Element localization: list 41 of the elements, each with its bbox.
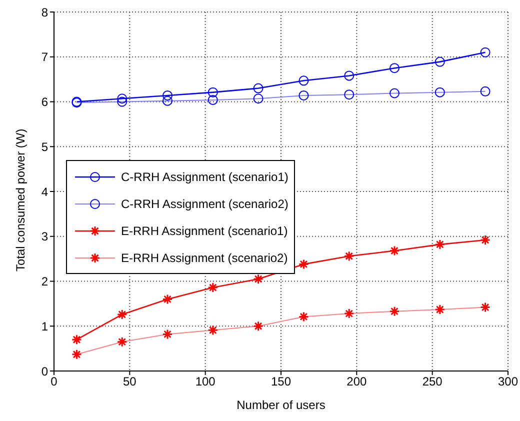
point bbox=[116, 309, 128, 320]
legend-label: E-RRH Assignment (scenario1) bbox=[121, 224, 288, 238]
point bbox=[298, 258, 309, 270]
point bbox=[434, 56, 445, 67]
x-axis-title: Number of users bbox=[236, 398, 326, 412]
point bbox=[253, 274, 264, 284]
legend-label: C-RRH Assignment (scenario2) bbox=[121, 196, 288, 210]
x-tick-label: 200 bbox=[346, 374, 367, 389]
x-tick-label: 300 bbox=[498, 374, 518, 389]
point bbox=[344, 70, 354, 81]
x-tick-label: 150 bbox=[270, 374, 292, 389]
point bbox=[117, 94, 128, 104]
point bbox=[434, 239, 446, 250]
point bbox=[253, 83, 264, 94]
point bbox=[344, 250, 354, 262]
x-tick-label: 100 bbox=[195, 374, 216, 389]
point bbox=[162, 294, 173, 304]
point bbox=[208, 87, 218, 98]
point bbox=[71, 334, 82, 345]
point bbox=[208, 282, 218, 293]
x-tick-label: 0 bbox=[50, 374, 58, 389]
point bbox=[480, 47, 490, 58]
point bbox=[298, 76, 309, 86]
x-tick-label: 250 bbox=[422, 374, 443, 389]
point bbox=[389, 245, 400, 256]
point bbox=[390, 63, 400, 74]
point bbox=[162, 90, 172, 100]
y-tick-label: 5 bbox=[41, 140, 48, 154]
legend-label: E-RRH Assignment (scenario2) bbox=[121, 250, 288, 264]
y-axis-title: Total consumed power (W) bbox=[13, 128, 28, 272]
y-tick-label: 0 bbox=[41, 364, 48, 378]
y-tick-label: 8 bbox=[41, 5, 48, 20]
y-tick-label: 1 bbox=[41, 319, 48, 334]
legend-label: C-RRH Assignment (scenario1) bbox=[121, 170, 288, 184]
x-tick-label: 50 bbox=[122, 374, 137, 389]
y-tick-label: 3 bbox=[41, 230, 48, 244]
y-tick-label: 2 bbox=[41, 274, 48, 289]
point bbox=[480, 234, 491, 246]
y-tick-label: 7 bbox=[41, 50, 48, 64]
y-tick-label: 6 bbox=[41, 95, 48, 110]
y-tick-label: 4 bbox=[41, 184, 48, 199]
